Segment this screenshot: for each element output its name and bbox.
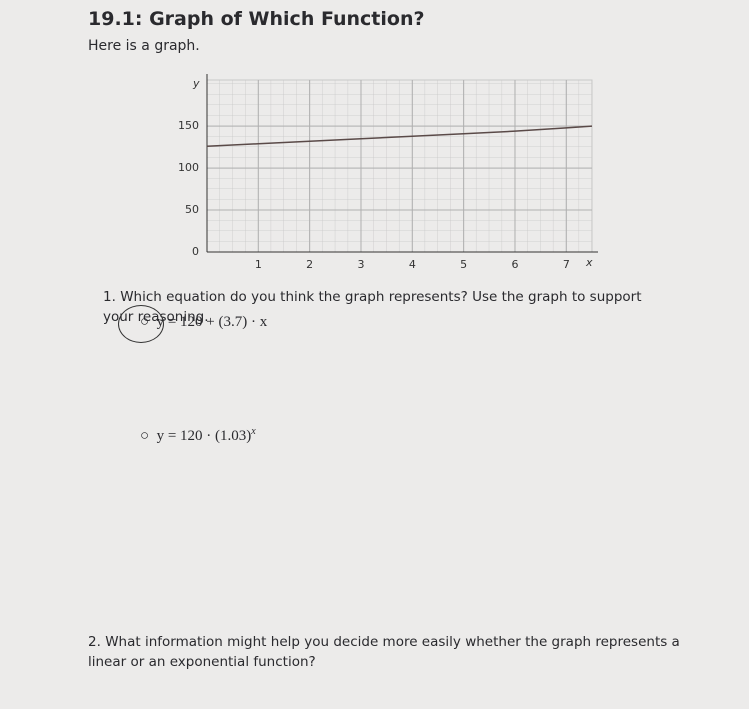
x-tick-label: 1 — [255, 258, 262, 271]
pen-circle — [118, 305, 164, 343]
intro: Here is a graph. — [88, 38, 200, 54]
y-tick-label: 0 — [192, 245, 199, 258]
question-number: 1. — [103, 289, 116, 305]
title: 19.1: Graph of Which Function? — [88, 8, 425, 30]
question-number: 2. — [88, 634, 101, 650]
y-tick-label: 100 — [178, 161, 199, 174]
option-exponent: x — [251, 426, 256, 437]
x-tick-label: 5 — [460, 258, 467, 271]
option[interactable]: ○ y = 120 + (3.7) · x — [140, 314, 268, 330]
x-tick-label: 7 — [563, 258, 570, 271]
y-axis-label: y — [192, 77, 200, 90]
x-tick-label: 3 — [358, 258, 365, 271]
option[interactable]: ○ y = 120 · (1.03)x — [140, 426, 256, 444]
data-line — [206, 125, 593, 148]
question-text: What information might help you decide m… — [88, 634, 680, 670]
question: 2. What information might help you decid… — [88, 632, 688, 672]
y-tick-label: 50 — [185, 203, 199, 216]
x-tick-label: 4 — [409, 258, 416, 271]
x-tick-label: 6 — [512, 258, 519, 271]
chart: 0 50 100 150 1 2 3 4 5 6 7 x y — [178, 74, 598, 271]
option-text: y = 120 + (3.7) · x — [156, 314, 268, 330]
x-tick-label: 2 — [306, 258, 313, 271]
y-tick-label: 150 — [178, 119, 199, 132]
x-axis-label: x — [585, 256, 593, 269]
grid-background — [206, 79, 593, 253]
option-text: y = 120 · (1.03) — [156, 428, 252, 444]
